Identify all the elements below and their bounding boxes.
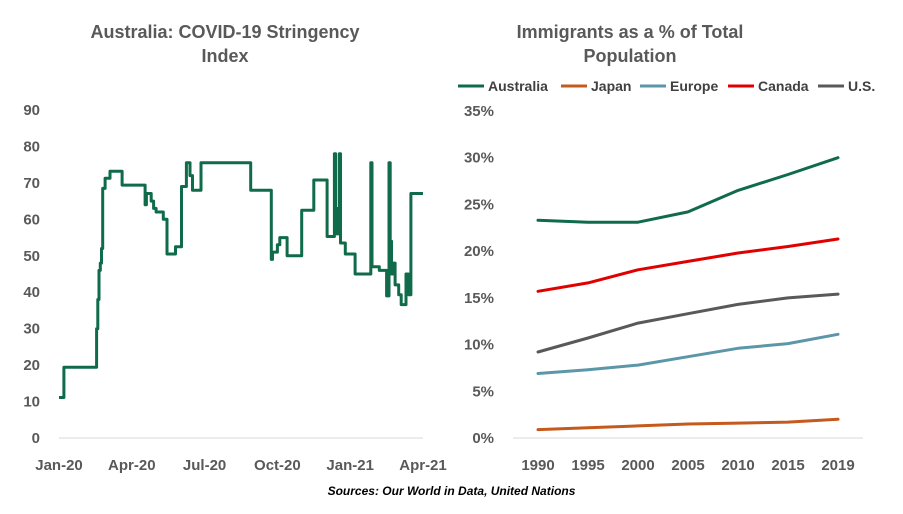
y-tick-label: 70 <box>23 175 40 192</box>
right-chart-title-line-2: Population <box>583 46 677 66</box>
x-tick-label: 1995 <box>571 457 604 474</box>
y-tick-label: 25% <box>464 196 494 213</box>
right-chart-title: Immigrants as a % of Total Population <box>480 20 780 68</box>
x-tick-label: 2005 <box>671 457 704 474</box>
y-tick-label: 5% <box>472 383 494 400</box>
x-tick-label: 2000 <box>621 457 654 474</box>
y-tick-label: 90 <box>23 102 40 119</box>
x-tick-label: Jan-20 <box>35 457 83 474</box>
x-tick-label: Apr-21 <box>399 457 447 474</box>
y-tick-label: 0% <box>472 430 494 447</box>
stringency-chart: 0 10 20 30 40 50 60 70 80 90 Jan-20 Apr-20 Jul-20 Oct… <box>23 102 446 474</box>
legend-label-australia: Australia <box>488 78 548 94</box>
series-line-us <box>536 292 840 354</box>
series-line-canada <box>536 237 840 293</box>
y-tick-label: 30% <box>464 150 494 167</box>
legend-label-europe: Europe <box>670 78 718 94</box>
x-tick-label: Apr-20 <box>108 457 156 474</box>
y-tick-label: 20% <box>464 243 494 260</box>
immigrants-chart: 0% 5% 10% 15% 20% 25% 30% 35% 1990 1995 2000 2005 20… <box>458 78 875 474</box>
series-line-japan <box>536 417 840 432</box>
source-note: Sources: Our World in Data, United Natio… <box>327 484 576 498</box>
y-tick-label: 15% <box>464 290 494 307</box>
series-line-europe <box>536 332 840 375</box>
stringency-series-line <box>59 152 423 399</box>
x-tick-label: 2015 <box>771 457 804 474</box>
x-tick-label: 1990 <box>521 457 554 474</box>
x-tick-label: Jul-20 <box>183 457 226 474</box>
y-tick-label: 10% <box>464 337 494 354</box>
y-tick-label: 40 <box>23 284 40 301</box>
y-tick-label: 60 <box>23 211 40 228</box>
y-tick-label: 35% <box>464 103 494 120</box>
left-chart-title-line-2: Index <box>201 46 249 66</box>
x-tick-label: 2010 <box>721 457 754 474</box>
legend-label-us: U.S. <box>848 78 875 94</box>
left-chart-title: Australia: COVID-19 Stringency Index <box>60 20 390 68</box>
x-tick-label: Jan-21 <box>326 457 374 474</box>
right-chart-title-line-1: Immigrants as a % of Total <box>516 22 744 42</box>
series-line-australia <box>536 156 840 224</box>
left-chart-title-line-1: Australia: COVID-19 Stringency <box>90 22 360 42</box>
x-tick-label: 2019 <box>821 457 854 474</box>
y-tick-label: 80 <box>23 138 40 155</box>
y-tick-label: 10 <box>23 394 40 411</box>
x-tick-label: Oct-20 <box>254 457 301 474</box>
y-tick-label: 50 <box>23 248 40 265</box>
legend-label-canada: Canada <box>758 78 809 94</box>
y-tick-label: 20 <box>23 357 40 374</box>
y-tick-label: 0 <box>32 430 40 447</box>
legend-label-japan: Japan <box>591 78 631 94</box>
y-tick-label: 30 <box>23 321 40 338</box>
